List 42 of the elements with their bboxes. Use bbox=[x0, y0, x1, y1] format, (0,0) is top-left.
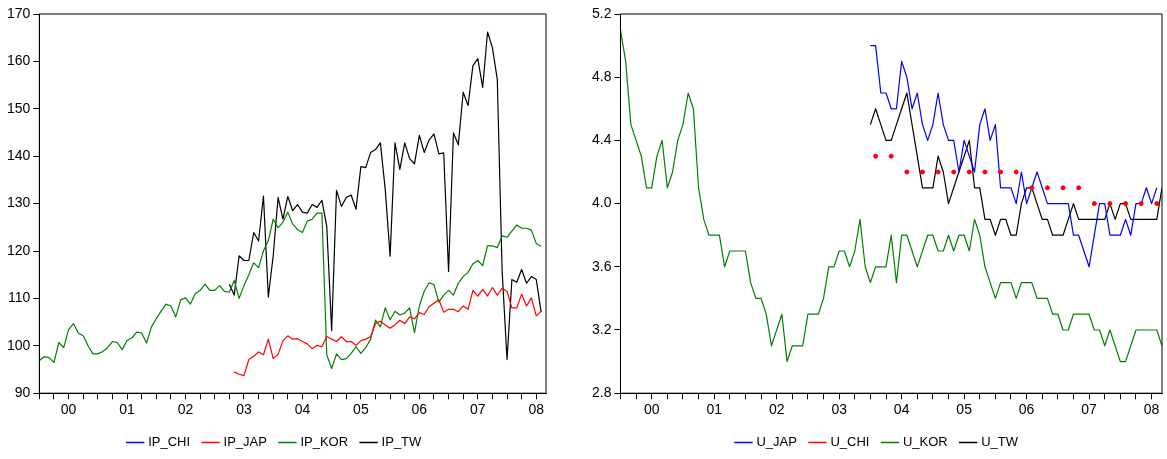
y-tick-label: 4.4 bbox=[591, 131, 612, 148]
y-tick-label: 150 bbox=[7, 99, 31, 116]
y-tick-label: 130 bbox=[7, 194, 31, 211]
y-tick-label: 110 bbox=[8, 289, 31, 306]
legend-label: IP_KOR bbox=[300, 434, 349, 450]
x-tick-label: 05 bbox=[353, 401, 369, 418]
x-tick-label: 07 bbox=[1081, 401, 1098, 418]
x-tick-label: 04 bbox=[893, 401, 910, 418]
x-tick-label: 06 bbox=[1018, 401, 1035, 418]
y-tick-label: 3.6 bbox=[591, 257, 612, 274]
y-tick-label: 120 bbox=[7, 241, 31, 258]
y-tick-label: 5.2 bbox=[591, 4, 612, 21]
y-tick-label: 4.8 bbox=[591, 68, 612, 85]
legend-label: U_JAP bbox=[756, 434, 797, 450]
y-tick-label: 140 bbox=[7, 147, 31, 164]
x-tick-label: 03 bbox=[236, 401, 252, 418]
y-tick-label: 100 bbox=[7, 336, 31, 353]
x-tick-label: 01 bbox=[706, 401, 723, 418]
legend-label: IP_CHI bbox=[148, 434, 191, 450]
x-tick-label: 08 bbox=[1143, 401, 1160, 418]
y-tick-label: 160 bbox=[7, 52, 31, 69]
y-tick-label: 4.0 bbox=[591, 194, 612, 211]
y-tick-label: 3.2 bbox=[591, 320, 612, 337]
x-tick-label: 01 bbox=[119, 401, 136, 418]
y-tick-label: 2.8 bbox=[591, 384, 612, 401]
x-tick-label: 02 bbox=[768, 401, 785, 418]
x-tick-label: 07 bbox=[470, 401, 486, 418]
legend-label: IP_JAP bbox=[223, 434, 267, 450]
x-tick-label: 00 bbox=[60, 401, 77, 418]
y-tick-label: 170 bbox=[7, 4, 31, 21]
legend-label: U_CHI bbox=[830, 434, 870, 450]
legend-label: U_KOR bbox=[902, 434, 948, 450]
x-tick-label: 05 bbox=[956, 401, 973, 418]
y-tick-label: 90 bbox=[14, 384, 31, 401]
x-tick-label: 02 bbox=[177, 401, 194, 418]
legend-label: U_TW bbox=[981, 434, 1019, 450]
x-tick-label: 03 bbox=[831, 401, 848, 418]
x-tick-label: 00 bbox=[643, 401, 660, 418]
x-tick-label: 06 bbox=[411, 401, 428, 418]
legend-label: IP_TW bbox=[381, 434, 423, 450]
x-tick-label: 08 bbox=[528, 401, 545, 418]
x-tick-label: 04 bbox=[294, 401, 311, 418]
